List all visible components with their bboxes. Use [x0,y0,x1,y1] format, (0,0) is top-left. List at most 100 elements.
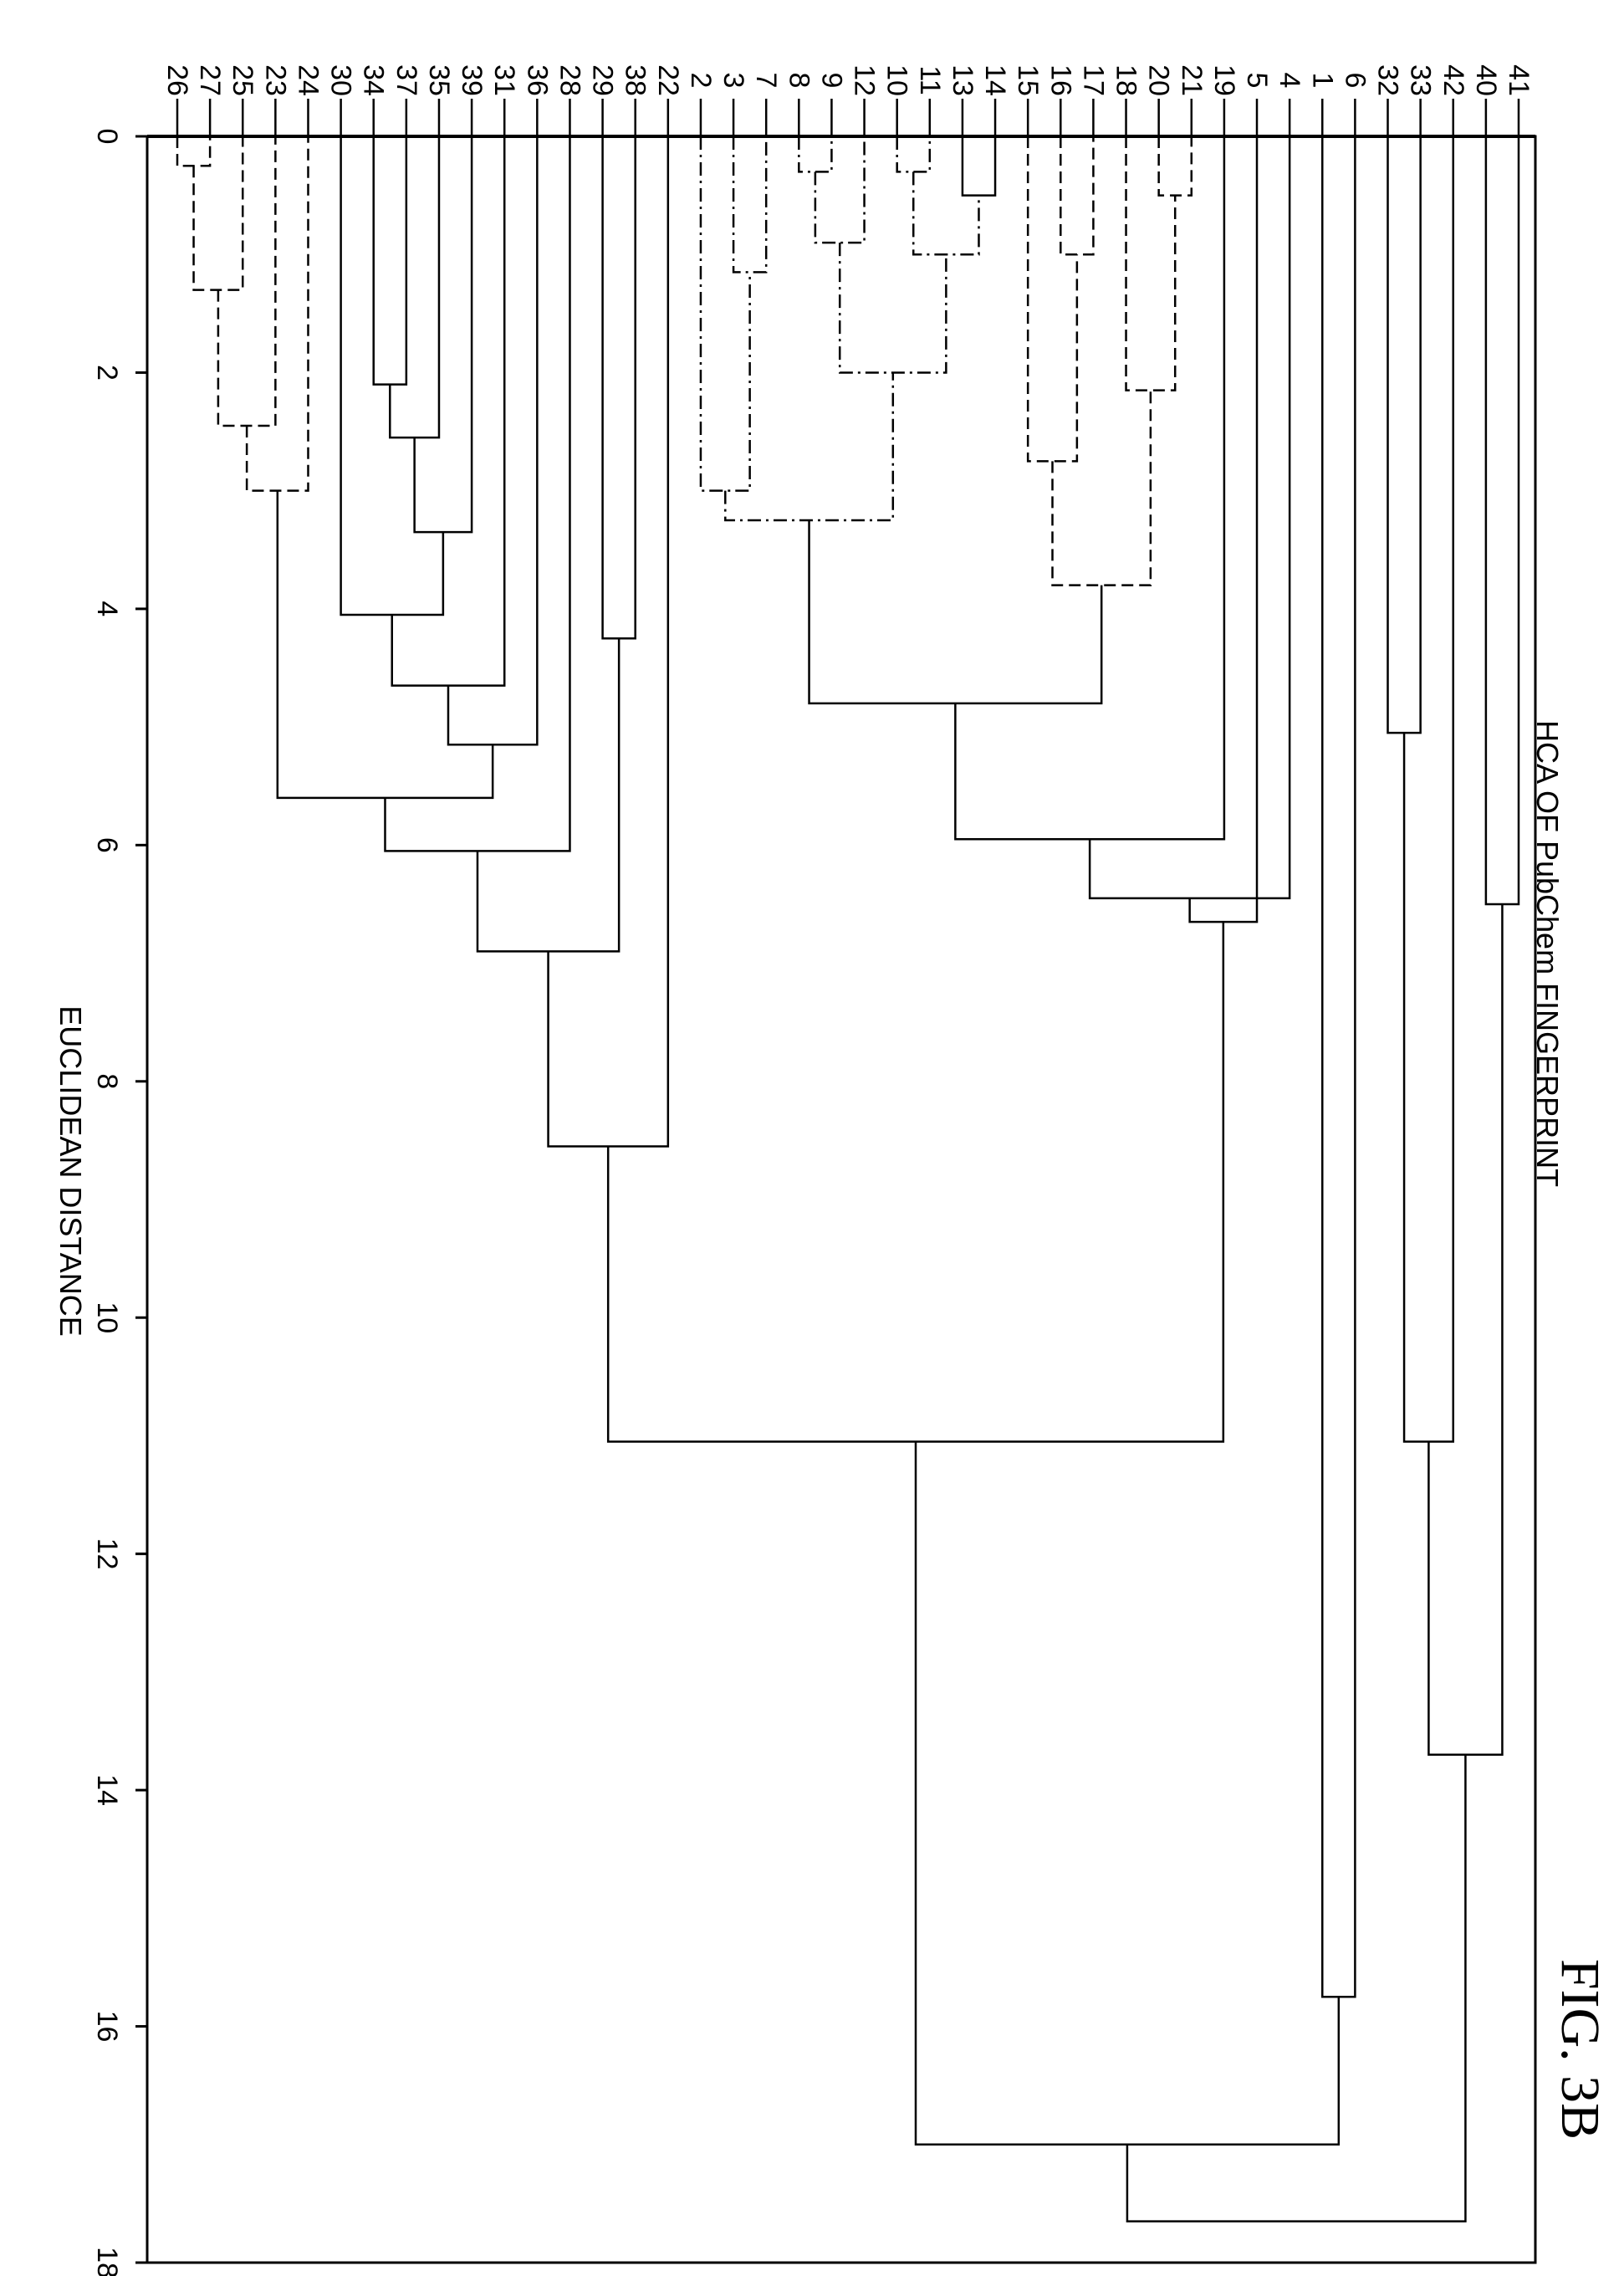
dendrogram-link-m35 [1321,136,1356,1998]
leaf-label-24: 24 [292,64,324,96]
dendrogram-link-m19 [814,136,866,244]
tick-label-12: 12 [91,1538,123,1570]
leaf-label-39: 39 [456,64,488,96]
tick-label-14: 14 [91,1774,123,1806]
leaf-label-18: 18 [1111,64,1142,96]
dendrogram-link-m24 [724,372,895,522]
leaf-label-40: 40 [1470,64,1502,96]
dendrogram-link-m3 [217,136,277,427]
leaf-label-29: 29 [587,64,619,96]
dendrogram-link-m20 [896,136,932,173]
tick-label-6: 6 [91,837,123,853]
dendrogram-link-m37 [1387,136,1422,734]
leaf-label-6: 6 [1339,73,1371,89]
dendrogram-link-m5 [372,136,408,386]
tick-label-8: 8 [91,1073,123,1089]
leaf-labels: 26 27 25 23 24 30 34 37 35 39 31 36 28 29 38 22 2 3 7 8 9 12 1… [161,64,1535,96]
leaf-label-25: 25 [227,64,258,96]
leaf-label-12: 12 [849,64,881,96]
chart-title: HCA OF PubChem FINGERPRINT [1530,720,1565,1187]
dendrogram-link-m1 [176,136,212,167]
leaf-label-42: 42 [1438,64,1469,96]
dendrogram-link-m38 [1402,136,1455,1443]
leaf-label-34: 34 [358,64,390,96]
dendrogram-link-m13 [601,136,636,640]
dendrogram-link-m16 [732,136,768,274]
dendrogram-link-m6 [389,136,441,439]
dendrogram-link-m8 [340,136,445,616]
leaf-label-31: 31 [488,64,520,96]
dendrogram-link-m4 [245,136,309,492]
dendrogram-link-m22 [912,171,980,256]
dendrogram-link-m39 [1484,136,1520,906]
dendrogram-link-m15 [547,136,670,1148]
dendrogram-link-m23 [838,243,947,374]
leaf-label-41: 41 [1503,64,1535,96]
dendrogram-link-m9 [391,136,506,687]
leaf-label-26: 26 [161,64,193,96]
leaf-label-17: 17 [1077,64,1109,96]
dendrogram-link-m11 [276,490,494,800]
dendrogram-links [176,99,1520,2222]
leaf-label-22: 22 [652,64,684,96]
dendrogram-link-m40 [1427,903,1504,1756]
dendrogram-link-m10 [447,136,539,746]
leaf-label-33: 33 [1405,64,1437,96]
tick-label-4: 4 [91,601,123,616]
leaf-label-30: 30 [325,64,357,96]
leaf-label-2: 2 [685,73,717,89]
dendrogram-link-m21 [961,136,997,197]
leaf-label-14: 14 [979,64,1011,96]
dendrogram-link-m27 [1157,136,1193,197]
leaf-label-35: 35 [423,64,455,96]
leaf-label-27: 27 [194,64,226,96]
tick-label-16: 16 [91,2011,123,2043]
leaf-label-5: 5 [1241,73,1273,89]
dendrogram-link-m28 [1125,136,1177,391]
leaf-label-4: 4 [1274,73,1305,89]
leaf-label-37: 37 [391,64,422,96]
axis-ticks: 0 2 4 6 8 10 12 14 16 18 [91,129,147,2276]
dendrogram-link-m29 [1051,390,1152,586]
dendrogram-link-m12 [384,136,571,852]
plot-frame [146,135,1537,2264]
dendrogram-link-m31 [954,136,1226,841]
tick-label-0: 0 [91,129,123,145]
dendrogram-link-m26 [1026,136,1079,463]
leaf-label-1: 1 [1306,73,1338,89]
tick-label-10: 10 [91,1302,123,1333]
tick-label-18: 18 [91,2247,123,2276]
leaf-label-8: 8 [783,73,815,89]
leaf-label-38: 38 [620,64,651,96]
leaf-label-11: 11 [914,65,946,95]
dendrogram-link-m41 [1126,1754,1467,2222]
leaf-label-21: 21 [1176,64,1208,96]
leaf-label-19: 19 [1208,64,1240,96]
leaf-label-16: 16 [1044,64,1076,96]
x-axis-label: EUCLIDEAN DISTANCE [54,1005,88,1336]
leaf-label-20: 20 [1143,64,1175,96]
dendrogram-link-m14 [476,638,620,953]
dendrogram-link-m7 [413,136,473,534]
leaf-label-15: 15 [1012,64,1044,96]
dendrogram-link-m30 [808,519,1103,705]
leaf-label-10: 10 [881,64,913,96]
leaf-label-3: 3 [718,73,749,89]
dendrogram-link-m36 [914,1441,1341,2146]
leaf-label-36: 36 [521,64,553,96]
leaf-label-13: 13 [947,64,978,96]
leaf-label-23: 23 [259,64,291,96]
dendrogram-link-m18 [798,136,833,173]
leaf-label-9: 9 [815,73,847,89]
leaf-label-32: 32 [1372,64,1404,96]
figure-label: FIG. 3B [1550,1959,1611,2140]
tick-label-2: 2 [91,365,123,381]
dendrogram-link-m17 [699,136,751,492]
dendrogram-link-m2 [192,136,244,291]
dendrogram-link-m25 [1060,136,1095,256]
leaf-label-7: 7 [750,73,782,89]
dendrogram-link-m34 [606,922,1225,1443]
leaf-label-28: 28 [554,64,585,96]
